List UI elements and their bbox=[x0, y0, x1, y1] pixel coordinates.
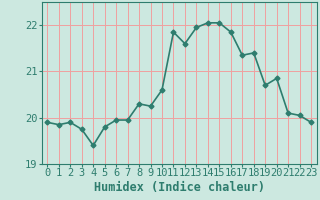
X-axis label: Humidex (Indice chaleur): Humidex (Indice chaleur) bbox=[94, 181, 265, 194]
